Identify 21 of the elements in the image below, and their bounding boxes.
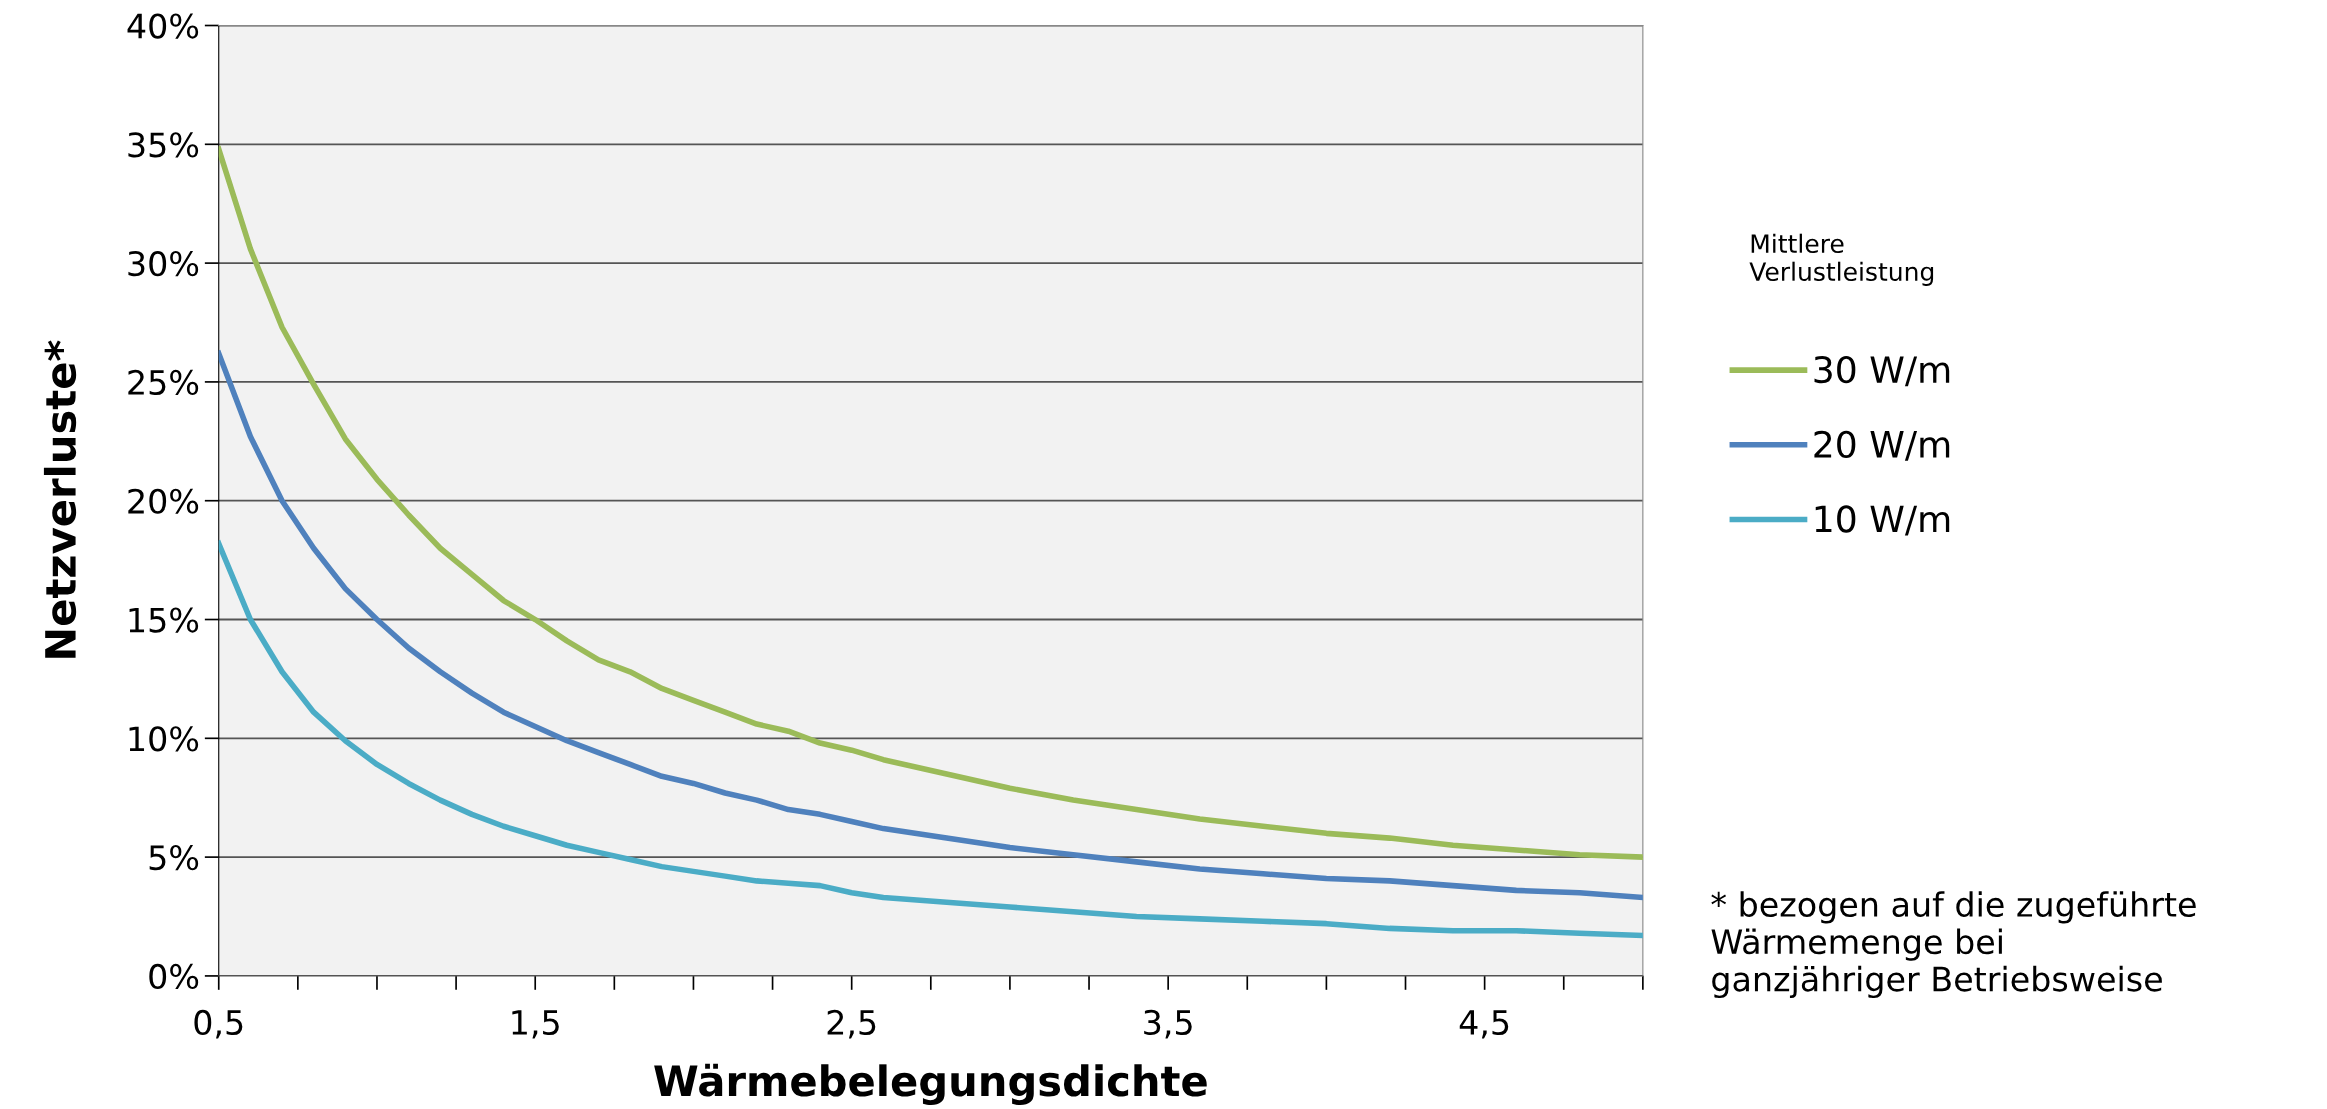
y-tick-label: 5% <box>149 845 199 871</box>
y-tick-label: 25% <box>128 369 199 396</box>
y-tick-label: 15% <box>129 607 199 633</box>
legend-title: Mittlere Verlustleistung <box>1749 233 1934 286</box>
x-axis-title: Wärmebelegungsdichte <box>654 1063 1207 1105</box>
x-tick-label: 1,5 <box>512 1010 559 1039</box>
x-tick-label: 3,5 <box>1144 1009 1192 1039</box>
legend-label: 20 W/m <box>1814 430 1950 461</box>
y-tick-label: 0% <box>149 963 199 990</box>
legend-label: 30 W/m <box>1814 355 1950 387</box>
y-axis-title: Netzverluste* <box>43 340 77 658</box>
x-tick-label: 4,5 <box>1459 1010 1509 1039</box>
y-tick-label: 40% <box>127 13 199 39</box>
text: * bezogen auf die zugeführte Wärmemenge bei ganzjähriger Betriebsweise <box>1711 891 2196 999</box>
y-tick-label: 30% <box>128 251 199 277</box>
x-tick-label: 0,5 <box>194 1009 243 1039</box>
legend-label: 10 W/m <box>1815 505 1950 536</box>
y-tick-label: 35% <box>128 132 199 158</box>
y-tick-label: 10% <box>129 726 199 752</box>
y-tick-label: 20% <box>128 488 199 514</box>
x-tick-label: 2,5 <box>827 1009 876 1039</box>
